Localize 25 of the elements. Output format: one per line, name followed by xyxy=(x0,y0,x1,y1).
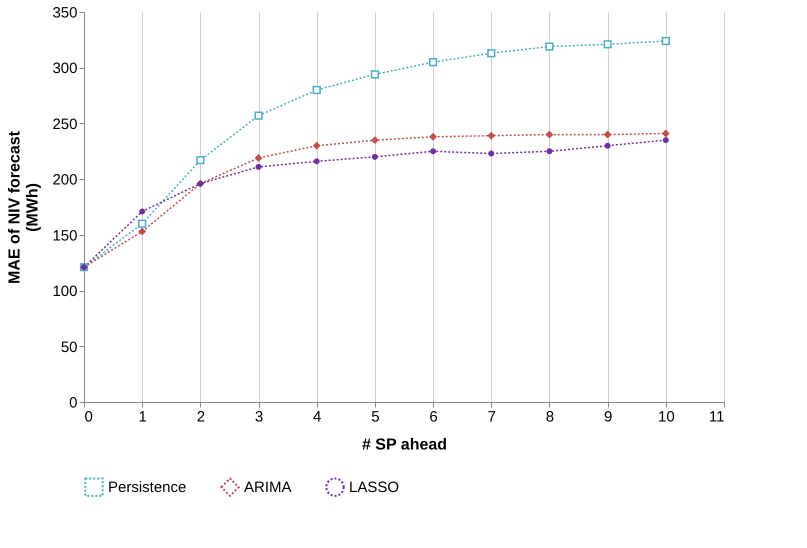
x-tick-label: 10 xyxy=(658,408,675,426)
y-tick-label: 200 xyxy=(52,172,78,189)
legend-label: Persistence xyxy=(108,479,186,496)
x-tick-label: 7 xyxy=(488,408,496,426)
y-tick-label: 50 xyxy=(60,338,78,356)
x-tick-label: 6 xyxy=(429,408,438,426)
x-tick-label: 1 xyxy=(138,408,147,426)
x-tick-label: 2 xyxy=(196,408,206,426)
x-tick-label: 5 xyxy=(371,408,380,426)
x-tick-label: 11 xyxy=(708,408,724,426)
y-tick-label: 250 xyxy=(52,116,78,133)
y-tick-label: 350 xyxy=(52,4,78,22)
x-tick-label: 8 xyxy=(546,408,554,426)
y-axis-title: MAE of NIV forecast (MWh) xyxy=(6,130,42,284)
x-axis-title: # SP ahead xyxy=(362,436,448,454)
x-tick-label: 4 xyxy=(313,408,322,426)
x-tick-label: 9 xyxy=(604,408,612,426)
legend-label: LASSO xyxy=(349,479,400,496)
x-tick-label: 0 xyxy=(84,408,93,426)
y-tick-label: 100 xyxy=(52,283,78,300)
legend-label: ARIMA xyxy=(244,479,292,496)
y-tick-label: 0 xyxy=(69,394,78,412)
y-tick-label: 300 xyxy=(52,60,78,78)
x-tick-label: 3 xyxy=(254,408,264,426)
y-tick-label: 150 xyxy=(52,227,78,244)
